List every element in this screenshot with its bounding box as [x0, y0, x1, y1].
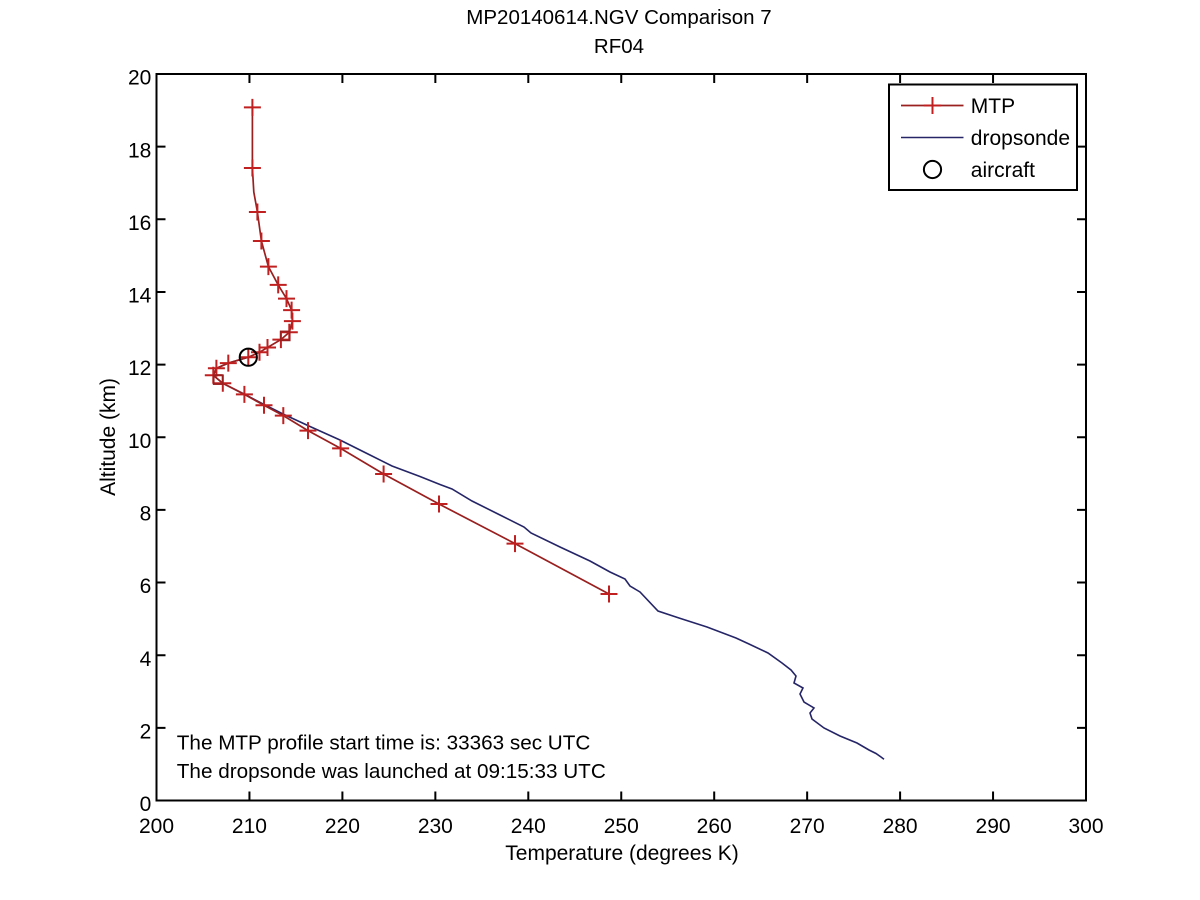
- svg-text:aircraft: aircraft: [971, 159, 1035, 182]
- svg-text:The dropsonde was launched at: The dropsonde was launched at 09:15:33 U…: [177, 760, 606, 783]
- svg-text:dropsonde: dropsonde: [971, 127, 1070, 150]
- svg-text:20: 20: [128, 67, 151, 90]
- svg-text:MP20140614.NGV Comparison 7: MP20140614.NGV Comparison 7: [466, 6, 771, 29]
- svg-text:14: 14: [128, 285, 152, 308]
- svg-text:8: 8: [140, 503, 152, 526]
- svg-text:Temperature (degrees K): Temperature (degrees K): [505, 842, 738, 865]
- svg-text:260: 260: [697, 815, 732, 838]
- svg-text:210: 210: [232, 815, 267, 838]
- svg-text:300: 300: [1068, 815, 1103, 838]
- svg-text:270: 270: [790, 815, 825, 838]
- svg-text:240: 240: [511, 815, 546, 838]
- svg-text:6: 6: [140, 575, 152, 598]
- svg-text:230: 230: [418, 815, 453, 838]
- svg-text:18: 18: [128, 139, 151, 162]
- svg-text:2: 2: [140, 720, 152, 743]
- svg-text:200: 200: [139, 815, 174, 838]
- svg-text:Altitude (km): Altitude (km): [97, 378, 120, 496]
- svg-text:220: 220: [325, 815, 360, 838]
- svg-text:280: 280: [883, 815, 918, 838]
- svg-text:10: 10: [128, 430, 151, 453]
- svg-text:16: 16: [128, 212, 151, 235]
- svg-text:RF04: RF04: [594, 35, 644, 58]
- svg-text:290: 290: [976, 815, 1011, 838]
- svg-text:The MTP profile start time is:: The MTP profile start time is: 33363 sec…: [177, 732, 591, 755]
- svg-text:12: 12: [128, 357, 151, 380]
- svg-text:0: 0: [140, 793, 152, 816]
- svg-text:MTP: MTP: [971, 95, 1015, 118]
- svg-text:250: 250: [604, 815, 639, 838]
- svg-text:4: 4: [140, 648, 152, 671]
